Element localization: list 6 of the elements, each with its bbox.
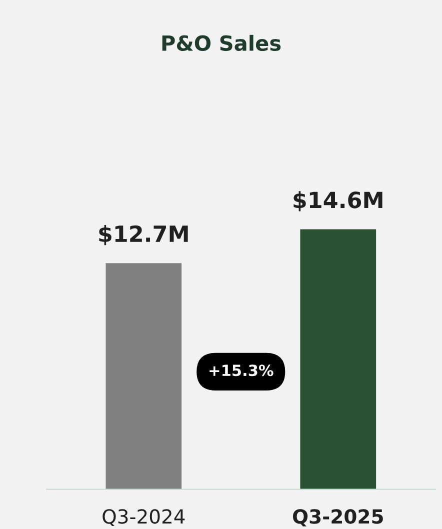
data-label: $12.7M	[99, 224, 188, 246]
annotation: +15.3%	[210, 364, 274, 376]
data-label: $14.6M	[294, 191, 382, 212]
x-tick-label: Q3-2025	[292, 509, 383, 526]
chart-title: P&O Sales	[162, 34, 281, 52]
x-tick-label: Q3-2024	[102, 509, 185, 526]
